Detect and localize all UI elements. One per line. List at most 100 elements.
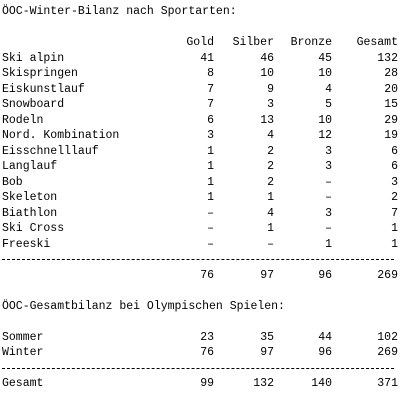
header-gold: Gold bbox=[186, 36, 214, 49]
sport-row: Langlauf 1 2 3 6 bbox=[2, 159, 398, 175]
row-label: Ski alpin bbox=[2, 51, 65, 65]
games-row: Winter 76 97 96 269 bbox=[2, 345, 398, 361]
overall-total-label: Gesamt bbox=[2, 377, 44, 390]
cell-bronze: 1 bbox=[325, 237, 332, 251]
cell-gesamt: 102 bbox=[377, 330, 398, 344]
cell-silber: 3 bbox=[267, 98, 274, 111]
cell-bronze: 5 bbox=[325, 98, 332, 111]
cell-gesamt: 28 bbox=[384, 67, 398, 80]
spacer bbox=[2, 20, 398, 36]
cell-bronze: 3 bbox=[325, 144, 332, 158]
winter-medal-table: Gold Silber Bronze Gesamt Ski alpin 41 46 4… bbox=[2, 35, 398, 252]
cell-bronze: 12 bbox=[318, 129, 332, 142]
cell-gold: – bbox=[207, 206, 214, 220]
spacer bbox=[2, 283, 398, 299]
cell-gold: 8 bbox=[207, 67, 214, 80]
row-label: Sommer bbox=[2, 330, 44, 344]
cell-bronze: 3 bbox=[325, 160, 332, 173]
games-row: Sommer 23 35 44 102 bbox=[2, 330, 398, 346]
winter-totals-row: 76 97 96 269 bbox=[2, 268, 398, 284]
header-bronze: Bronze bbox=[290, 36, 332, 49]
cell-silber: 46 bbox=[260, 51, 274, 65]
cell-gesamt: 3 bbox=[391, 175, 398, 189]
cell-silber: 97 bbox=[260, 346, 274, 359]
overall-total-gesamt: 371 bbox=[377, 377, 398, 390]
sport-row: Rodeln 6 13 10 29 bbox=[2, 113, 398, 129]
cell-bronze: – bbox=[325, 175, 332, 189]
cell-bronze: 44 bbox=[318, 330, 332, 344]
sport-row: Skispringen 8 10 10 28 bbox=[2, 66, 398, 82]
cell-gesamt: 6 bbox=[391, 144, 398, 158]
spacer bbox=[2, 314, 398, 330]
sport-row: Freeski – – 1 1 bbox=[2, 237, 398, 253]
row-label: Rodeln bbox=[2, 113, 44, 127]
header-gesamt: Gesamt bbox=[356, 36, 398, 49]
cell-bronze: 10 bbox=[318, 113, 332, 127]
overall-total-silber: 132 bbox=[253, 377, 274, 390]
overall-table-body: Sommer 23 35 44 102 Winter 76 97 96 269 bbox=[2, 330, 398, 361]
header-row: Gold Silber Bronze Gesamt bbox=[2, 35, 398, 51]
cell-gold: 1 bbox=[207, 144, 214, 158]
row-label: Bob bbox=[2, 175, 23, 189]
cell-silber: – bbox=[267, 237, 274, 251]
row-label: Winter bbox=[2, 346, 44, 359]
header-silber: Silber bbox=[232, 36, 274, 49]
row-label: Freeski bbox=[2, 237, 51, 251]
total-bronze: 96 bbox=[318, 268, 332, 282]
dashed-divider bbox=[2, 361, 398, 377]
dashed-divider bbox=[2, 252, 398, 268]
total-gold: 76 bbox=[200, 268, 214, 282]
cell-bronze: 3 bbox=[325, 206, 332, 220]
row-label: Snowboard bbox=[2, 98, 65, 111]
cell-gesamt: 2 bbox=[391, 191, 398, 204]
cell-gesamt: 20 bbox=[384, 82, 398, 96]
cell-silber: 2 bbox=[267, 175, 274, 189]
cell-gesamt: 29 bbox=[384, 113, 398, 127]
cell-gesamt: 15 bbox=[384, 98, 398, 111]
row-label: Eisschnelllauf bbox=[2, 144, 99, 158]
cell-gesamt: 7 bbox=[391, 206, 398, 220]
sport-row: Eisschnelllauf 1 2 3 6 bbox=[2, 144, 398, 160]
overall-total-row: Gesamt 99 132 140 371 bbox=[2, 376, 398, 392]
winter-table-body: Gold Silber Bronze Gesamt Ski alpin 41 46 4… bbox=[2, 35, 398, 252]
cell-gold: 1 bbox=[207, 191, 214, 204]
row-label: Langlauf bbox=[2, 160, 58, 173]
cell-bronze: 45 bbox=[318, 51, 332, 65]
cell-silber: 4 bbox=[267, 206, 274, 220]
cell-gold: – bbox=[207, 222, 214, 235]
cell-gesamt: 269 bbox=[377, 346, 398, 359]
overall-total-bronze: 140 bbox=[311, 377, 332, 390]
cell-gold: 3 bbox=[207, 129, 214, 142]
sport-row: Snowboard 7 3 5 15 bbox=[2, 97, 398, 113]
overall-medal-table: Sommer 23 35 44 102 Winter 76 97 96 269 bbox=[2, 330, 398, 361]
cell-gold: 76 bbox=[200, 346, 214, 359]
sport-row: Ski alpin 41 46 45 132 bbox=[2, 51, 398, 67]
cell-silber: 35 bbox=[260, 330, 274, 344]
winter-title: ÖOC-Winter-Bilanz nach Sportarten: bbox=[2, 5, 237, 18]
overall-total-table: Gesamt 99 132 140 371 bbox=[2, 376, 398, 392]
overall-title: ÖOC-Gesamtbilanz bei Olympischen Spielen… bbox=[2, 299, 285, 313]
cell-bronze: – bbox=[325, 191, 332, 204]
cell-gesamt: 132 bbox=[377, 51, 398, 65]
cell-gold: 1 bbox=[207, 175, 214, 189]
cell-bronze: 4 bbox=[325, 82, 332, 96]
row-label: Biathlon bbox=[2, 206, 58, 220]
cell-gold: 41 bbox=[200, 51, 214, 65]
totals-blank bbox=[2, 268, 154, 284]
row-label: Eiskunstlauf bbox=[2, 82, 85, 96]
header-blank bbox=[2, 35, 154, 51]
sport-row: Skeleton 1 1 – 2 bbox=[2, 190, 398, 206]
row-label: Ski Cross bbox=[2, 222, 65, 235]
sport-row: Biathlon – 4 3 7 bbox=[2, 206, 398, 222]
cell-bronze: – bbox=[325, 222, 332, 235]
cell-gesamt: 6 bbox=[391, 160, 398, 173]
cell-silber: 1 bbox=[267, 191, 274, 204]
cell-gesamt: 19 bbox=[384, 129, 398, 142]
cell-silber: 10 bbox=[260, 67, 274, 80]
cell-gesamt: 1 bbox=[391, 222, 398, 235]
cell-gesamt: 1 bbox=[391, 237, 398, 251]
total-gesamt: 269 bbox=[377, 268, 398, 282]
cell-gold: 7 bbox=[207, 82, 214, 96]
row-label: Nord. Kombination bbox=[2, 129, 120, 142]
overall-total-gold: 99 bbox=[200, 377, 214, 390]
